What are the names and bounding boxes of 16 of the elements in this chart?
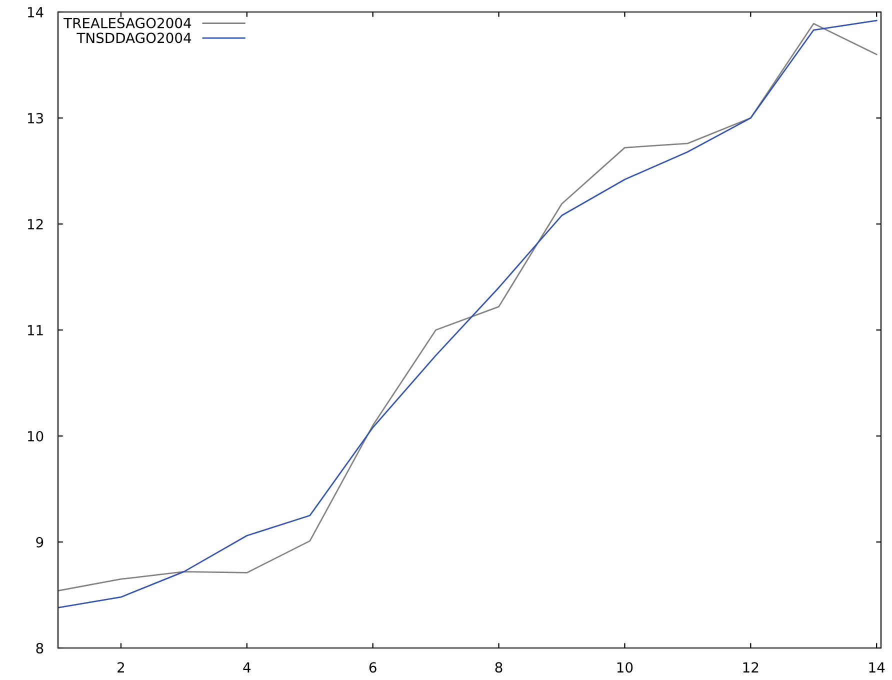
x-tick-label: 14 (869, 662, 885, 672)
y-tick-label: 12 (28, 218, 43, 230)
x-tick-label: 6 (369, 662, 376, 673)
y-tick-label: 14 (28, 7, 44, 18)
x-tick-label: 4 (243, 662, 251, 672)
x-tick-label: 8 (495, 662, 502, 673)
x-tick-label: 2 (118, 662, 124, 672)
y-tick-label: 8 (36, 642, 44, 654)
x-tick-label: 12 (743, 662, 758, 672)
x-tick-label: 10 (617, 662, 633, 673)
legend-label: TNSDDAGO2004 (76, 32, 192, 44)
y-tick-label: 13 (28, 112, 43, 124)
y-tick-label: 11 (28, 325, 43, 336)
y-tick-label: 9 (36, 536, 44, 548)
legend-label: TREALESAGO2004 (64, 18, 192, 28)
y-tick-label: 10 (28, 430, 44, 442)
